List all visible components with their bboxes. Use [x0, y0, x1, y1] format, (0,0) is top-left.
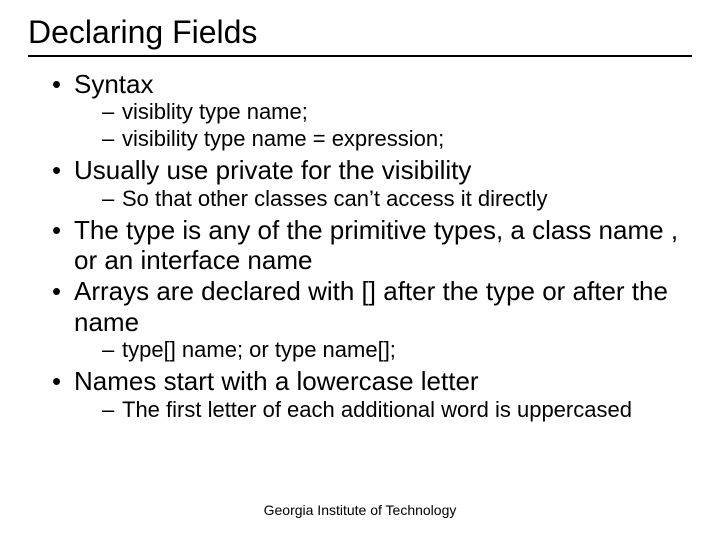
sub-bullet-text: So that other classes can’t access it di… [122, 186, 548, 211]
bullet-text: Arrays are declared with [] after the ty… [74, 276, 668, 337]
bullet-text: Usually use private for the visibility [74, 155, 471, 185]
sub-bullet-list: So that other classes can’t access it di… [74, 186, 686, 213]
sub-bullet-text: visibility type name = expression; [122, 126, 444, 151]
sub-bullet-item: visibility type name = expression; [102, 126, 686, 153]
bullet-item: The type is any of the primitive types, … [52, 215, 686, 276]
sub-bullet-item: The first letter of each additional word… [102, 397, 686, 424]
sub-bullet-item: type[] name; or type name[]; [102, 337, 686, 364]
sub-bullet-list: type[] name; or type name[]; [74, 337, 686, 364]
slide-footer: Georgia Institute of Technology [0, 502, 720, 518]
bullet-text: Names start with a lowercase letter [74, 366, 479, 396]
sub-bullet-text: type[] name; or type name[]; [122, 337, 396, 362]
bullet-item: Arrays are declared with [] after the ty… [52, 276, 686, 364]
slide-title: Declaring Fields [28, 14, 692, 57]
sub-bullet-item: visiblity type name; [102, 99, 686, 126]
slide: Declaring Fields Syntax visiblity type n… [0, 0, 720, 540]
bullet-item: Usually use private for the visibility S… [52, 155, 686, 213]
sub-bullet-list: The first letter of each additional word… [74, 397, 686, 424]
bullet-text: Syntax [74, 69, 154, 99]
bullet-list: Syntax visiblity type name; visibility t… [28, 69, 692, 424]
bullet-item: Names start with a lowercase letter The … [52, 366, 686, 424]
bullet-text: The type is any of the primitive types, … [74, 215, 678, 276]
sub-bullet-list: visiblity type name; visibility type nam… [74, 99, 686, 153]
sub-bullet-text: The first letter of each additional word… [122, 397, 632, 422]
sub-bullet-text: visiblity type name; [122, 99, 308, 124]
bullet-item: Syntax visiblity type name; visibility t… [52, 69, 686, 153]
sub-bullet-item: So that other classes can’t access it di… [102, 186, 686, 213]
